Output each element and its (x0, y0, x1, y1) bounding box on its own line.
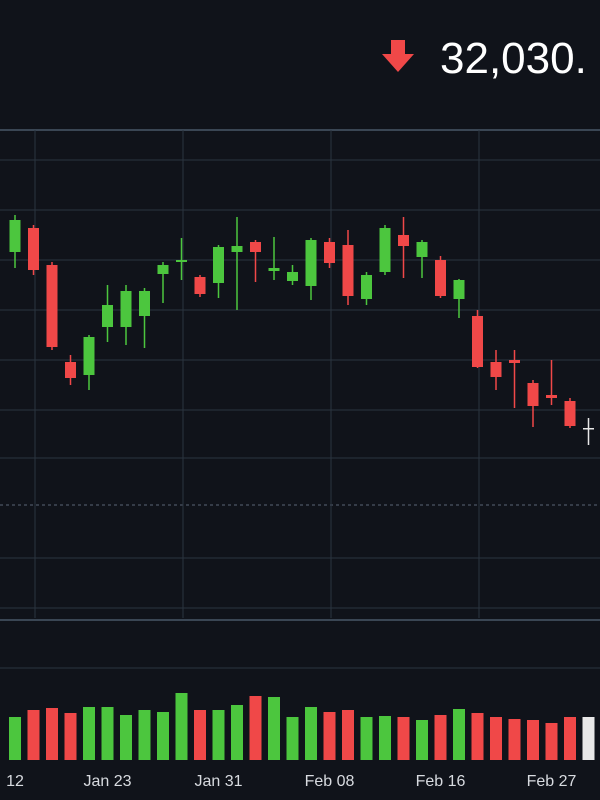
volume-bar (342, 710, 354, 760)
candle-body (102, 305, 113, 327)
candle-body (176, 260, 187, 262)
volume-bar (120, 715, 132, 760)
candle-body (472, 316, 483, 367)
candle-body (509, 360, 520, 363)
volume-bar (101, 707, 114, 760)
volume-bar (212, 710, 225, 760)
volume-bar (286, 717, 299, 760)
candle-body (342, 245, 354, 296)
volume-bar (157, 712, 169, 760)
volume-bar (434, 715, 447, 760)
volume-bar (46, 708, 58, 760)
volume-bar (323, 712, 336, 760)
candle-body (361, 275, 372, 299)
candle-body (157, 265, 169, 274)
volume-bar (268, 697, 280, 760)
x-tick-label: Feb 08 (305, 773, 355, 790)
candle-body (139, 291, 150, 316)
candle-body (435, 260, 446, 296)
volume-bar (249, 696, 262, 760)
candle-body (213, 247, 224, 283)
volume-bar (360, 717, 373, 760)
volume-bar (27, 710, 40, 760)
volume-bar (416, 720, 428, 760)
candle-body (379, 228, 391, 272)
volume-bar (471, 713, 484, 760)
x-tick-label: Jan 23 (83, 773, 131, 790)
volume-bar (564, 717, 576, 760)
volume-bar (453, 709, 465, 760)
candle-body (268, 268, 280, 271)
volume-bar (527, 720, 539, 760)
x-tick-label: Jan 31 (194, 773, 242, 790)
candle-body (194, 277, 206, 294)
candle-body (65, 362, 76, 378)
candle-body (324, 242, 335, 263)
grid (0, 129, 600, 669)
candle-body (83, 337, 95, 375)
candle-body (231, 246, 243, 252)
volume-bar (231, 705, 243, 760)
candle-body (564, 401, 576, 426)
candle-body (9, 220, 21, 252)
volume-bar (545, 723, 558, 760)
volume-bar (9, 717, 21, 760)
candle-body (305, 240, 317, 286)
candle-body (453, 280, 465, 299)
candle-body (398, 235, 409, 246)
volume-bar (194, 710, 206, 760)
volume-bar (379, 716, 391, 760)
volume-bar (397, 717, 410, 760)
candle-body (490, 362, 502, 377)
x-tick-label: Feb 27 (527, 773, 577, 790)
volume-bar (83, 707, 95, 760)
down-arrow-icon (382, 40, 414, 72)
candle-body (416, 242, 428, 257)
candle-body (583, 428, 594, 430)
candle-body (527, 383, 539, 406)
volume-bar (175, 693, 188, 760)
candle-body (250, 242, 261, 252)
volume-bar (490, 717, 502, 760)
volume-bar (508, 719, 521, 760)
last-price: 32,030. (440, 34, 587, 83)
candle-body (28, 228, 39, 270)
x-tick-label: 12 (6, 773, 24, 790)
candle-body (287, 272, 298, 281)
x-tick-label: Feb 16 (416, 773, 466, 790)
candle-body (120, 291, 132, 327)
volume-bar (64, 713, 77, 760)
volume-bar (305, 707, 317, 760)
candle-body (46, 265, 58, 347)
volume-bar (138, 710, 151, 760)
volume-bar (582, 717, 595, 760)
header: 32,030. (382, 34, 587, 83)
candle-body (546, 395, 557, 398)
